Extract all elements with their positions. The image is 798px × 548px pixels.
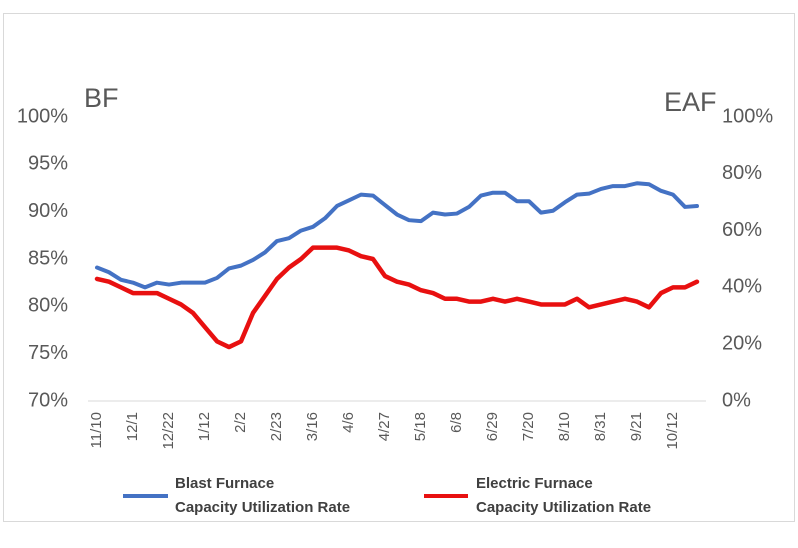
x-tick-label: 6/8 (448, 412, 465, 433)
series-line (95, 181, 699, 290)
x-tick-label: 6/29 (484, 412, 501, 441)
x-tick-label: 7/20 (520, 412, 537, 441)
y2-axis-label: EAF (664, 87, 717, 117)
x-tick-label: 4/6 (340, 412, 357, 433)
y-axis-label: BF (84, 83, 119, 113)
y-tick-label: 85% (28, 247, 68, 269)
y-tick-label: 100% (17, 105, 68, 127)
y2-tick-label: 60% (722, 219, 762, 241)
y-tick-label: 90% (28, 200, 68, 222)
series-line (94, 245, 700, 350)
y2-tick-label: 20% (722, 332, 762, 354)
y2-tick-label: 0% (722, 389, 751, 411)
x-tick-label: 2/2 (232, 412, 249, 433)
x-tick-label: 1/12 (196, 412, 213, 441)
y-tick-label: 95% (28, 153, 68, 175)
legend-label: Blast Furnace Capacity Utilization Rate (175, 475, 351, 516)
y2-tick-label: 100% (722, 105, 773, 127)
x-tick-label: 8/31 (592, 412, 609, 441)
x-tick-label: 12/1 (124, 412, 141, 441)
x-tick-label: 4/27 (376, 412, 393, 441)
y-tick-label: 70% (28, 389, 68, 411)
x-tick-label: 10/12 (664, 412, 681, 450)
x-tick-label: 11/10 (88, 412, 105, 448)
x-tick-label: 2/23 (268, 412, 285, 441)
x-tick-label: 3/16 (304, 412, 321, 441)
x-tick-label: 12/22 (160, 412, 177, 450)
y-tick-label: 75% (28, 342, 68, 364)
chart-border (3, 13, 795, 522)
x-tick-label: 8/10 (556, 412, 573, 441)
x-tick-label: 9/21 (628, 412, 645, 441)
y-tick-label: 80% (28, 295, 68, 317)
y2-tick-label: 80% (722, 162, 762, 184)
legend-label: Electric Furnace Capacity Utilization Ra… (476, 475, 652, 516)
y2-tick-label: 40% (722, 276, 762, 298)
x-tick-label: 5/18 (412, 412, 429, 441)
